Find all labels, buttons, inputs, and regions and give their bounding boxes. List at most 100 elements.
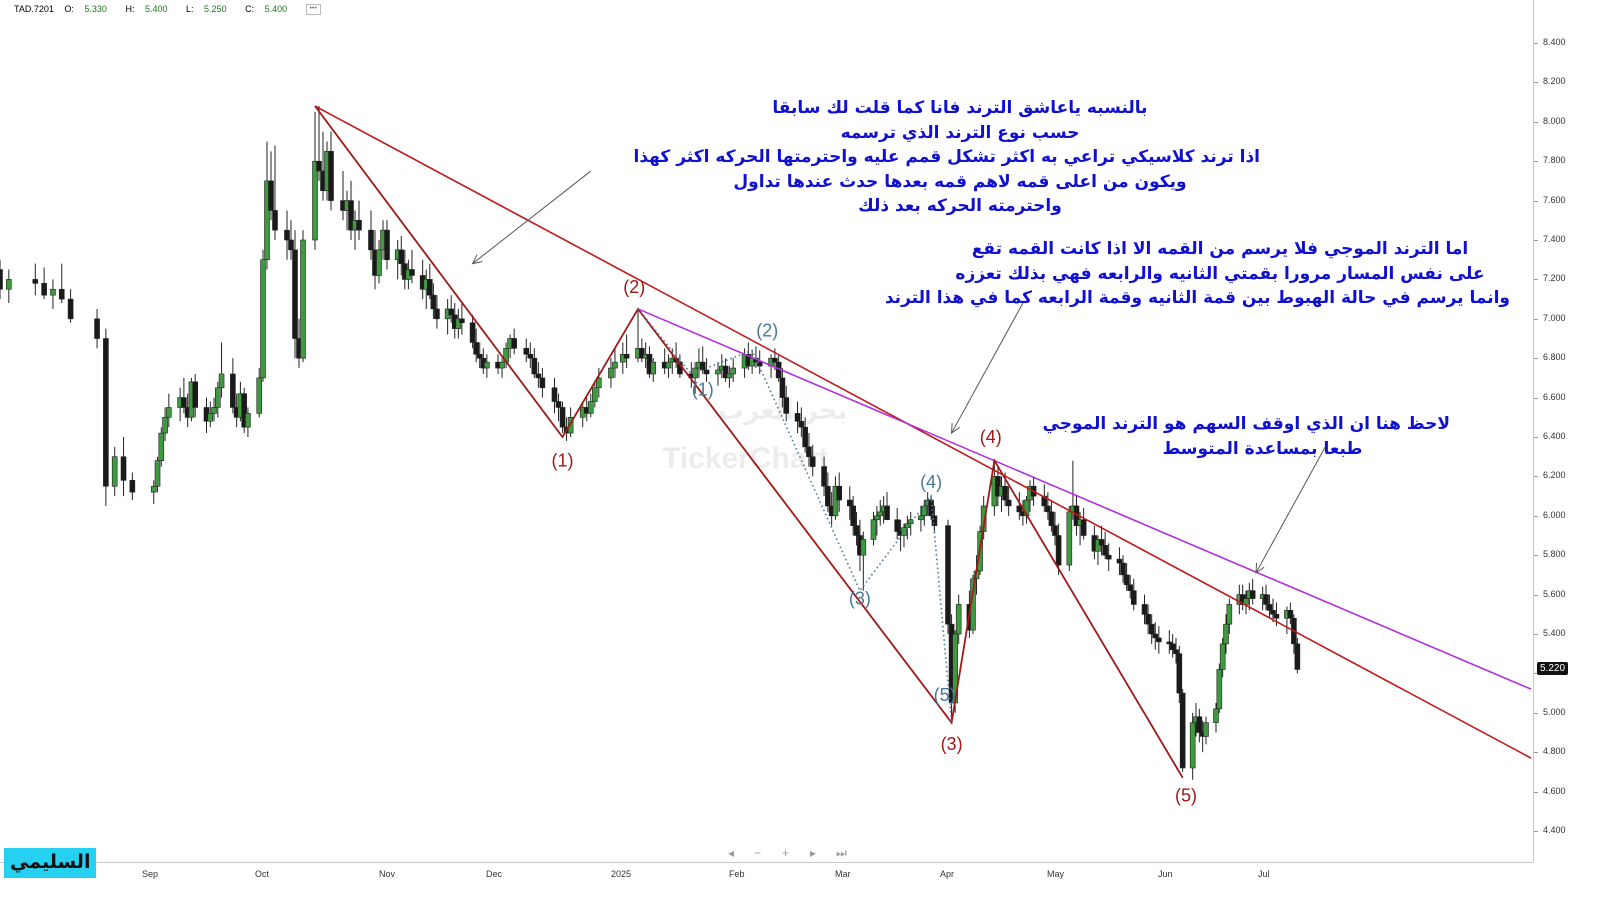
- candle: [348, 180, 354, 240]
- more-dots-icon[interactable]: •••: [305, 4, 321, 16]
- candle: [531, 348, 538, 378]
- price-tick-label: 4.400: [1543, 825, 1566, 835]
- minus-icon[interactable]: −: [754, 846, 762, 860]
- candle-body-up: [592, 387, 598, 402]
- candle-body-up: [874, 515, 880, 521]
- price-tick-label: 5.000: [1543, 706, 1566, 717]
- time-axis[interactable]: Sep Oct Nov Dec 2025 Feb Mar Apr May Jun Jul: [0, 862, 1533, 900]
- candle-body-down: [1130, 590, 1137, 605]
- candle-body-down: [821, 466, 827, 487]
- candle-body-down: [1273, 613, 1280, 619]
- candle: [181, 377, 187, 414]
- candle-body-down: [1116, 558, 1123, 564]
- candle-body-up: [158, 432, 165, 461]
- candle: [1156, 626, 1162, 654]
- candle-body-down: [853, 525, 860, 536]
- candle-body-down: [398, 249, 405, 264]
- candle-body-up: [860, 539, 867, 556]
- candle-body-down: [1166, 641, 1173, 645]
- candle: [612, 348, 618, 378]
- price-tick-mark: [1534, 476, 1538, 478]
- low-value: 5.250: [204, 4, 227, 14]
- candle: [1203, 716, 1209, 745]
- candle-body-up: [215, 387, 221, 408]
- candle-body-up: [166, 407, 172, 418]
- candle: [1249, 578, 1256, 605]
- candle: [874, 505, 880, 536]
- price-tick-mark: [1534, 752, 1538, 754]
- candle-body-down: [623, 353, 630, 359]
- candle: [1287, 602, 1294, 625]
- candle: [1189, 712, 1196, 780]
- candle: [245, 407, 251, 437]
- chevron-left-icon[interactable]: ◂: [728, 846, 735, 860]
- candle-body-down: [230, 373, 236, 408]
- price-tick-label: 8.400: [1543, 37, 1566, 47]
- candle: [527, 342, 534, 369]
- candle: [484, 354, 490, 378]
- annotation-wave-trend: اما الترند الموجي فلا يرسم من القمه الا …: [885, 237, 1510, 311]
- wave-label: (3): [849, 588, 871, 608]
- candle-body-up: [832, 485, 839, 517]
- candle-body-down: [368, 229, 374, 251]
- candle: [499, 358, 505, 378]
- candle: [272, 145, 278, 240]
- candle-body-down: [469, 322, 476, 343]
- candlestick-chart[interactable]: (1) (2) (3) (4) (5) (1) (2) (3) (4) (5): [0, 0, 1533, 862]
- annotation-line: واحترمته الحركه بعد ذلك: [858, 196, 1062, 216]
- candle-body-up: [150, 485, 157, 493]
- candle: [894, 507, 900, 540]
- skip-end-icon[interactable]: ⏭: [836, 846, 847, 860]
- watermark-tickerchart: TickerChart: [662, 442, 829, 475]
- price-tick-label: 6.800: [1543, 352, 1566, 363]
- open-value: 5.330: [84, 4, 107, 14]
- chevron-right-icon[interactable]: ▸: [810, 846, 817, 860]
- candle-body-down: [945, 525, 951, 625]
- candle: [469, 314, 476, 349]
- price-tick-label: 7.800: [1543, 155, 1566, 166]
- candle-body-down: [192, 381, 198, 408]
- candle: [409, 249, 415, 284]
- wave-label: (1): [552, 451, 574, 471]
- candle: [1016, 492, 1023, 520]
- candle: [592, 381, 598, 408]
- annotation-line: طبعا بمساعدة المتوسط: [1162, 438, 1363, 459]
- candle: [1173, 637, 1179, 664]
- last-price-badge: 5.220: [1537, 662, 1569, 675]
- candle: [398, 236, 405, 276]
- candle: [1145, 604, 1151, 634]
- candle: [32, 263, 39, 296]
- candle: [907, 511, 914, 536]
- chart-area[interactable]: بحر العرب TickerChart (1) (2) (3) (4) (5) (1)…: [0, 0, 1533, 862]
- candle: [94, 308, 100, 349]
- candle-body-down: [1041, 495, 1048, 507]
- price-axis[interactable]: 8.400 8.200 8.000 7.800 7.600 7.400 7.200 7.000…: [1533, 0, 1597, 862]
- price-tick-mark: [1534, 82, 1538, 84]
- price-tick-label: 7.400: [1543, 234, 1566, 244]
- candle: [50, 279, 56, 309]
- candle-body-up: [1223, 623, 1229, 645]
- annotation-arrow: [472, 170, 592, 265]
- candle-body-down: [527, 353, 534, 359]
- wave-trend-line: [637, 308, 1532, 690]
- candle-body-down: [120, 456, 127, 481]
- candle-body-down: [1120, 562, 1126, 576]
- candle-body-up: [50, 288, 56, 296]
- candle-body-up: [1219, 643, 1226, 670]
- candle: [650, 358, 657, 382]
- candle: [794, 401, 801, 434]
- candle-body-down: [555, 401, 562, 408]
- price-tick-label: 6.200: [1543, 470, 1566, 481]
- candle: [459, 303, 465, 335]
- candle-body-up: [6, 279, 12, 290]
- candle-body-down: [703, 369, 710, 375]
- candle-body-down: [806, 446, 812, 458]
- time-tick-label: Apr: [940, 869, 955, 879]
- wave-label: (4): [920, 472, 942, 492]
- plus-icon[interactable]: +: [782, 846, 790, 860]
- candle-body-down: [798, 420, 805, 428]
- wave-label: (2): [756, 321, 778, 341]
- candle-body-down: [129, 480, 136, 493]
- candle: [523, 338, 530, 363]
- candle: [1179, 689, 1186, 772]
